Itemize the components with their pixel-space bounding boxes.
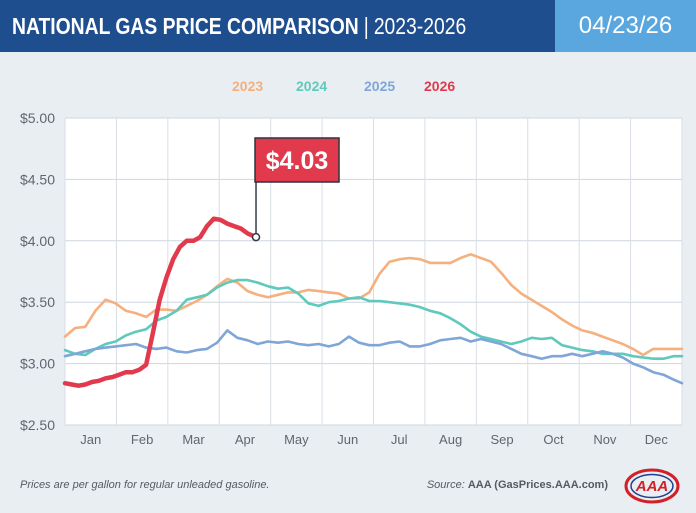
legend-entry: 2026: [424, 78, 455, 94]
title-years: 2023-2026: [373, 13, 467, 39]
x-tick-label: Jul: [391, 432, 408, 447]
footnote: Prices are per gallon for regular unlead…: [20, 479, 270, 491]
legend-entry: 2025: [364, 78, 395, 94]
y-tick-label: $5.00: [20, 110, 55, 126]
x-tick-label: Dec: [645, 432, 669, 447]
y-tick-label: $3.00: [20, 356, 55, 372]
aaa-logo: AAA: [624, 468, 680, 504]
y-tick-label: $2.50: [20, 417, 55, 433]
x-tick-label: Oct: [543, 432, 564, 447]
y-axis: $5.00 $4.50 $4.00 $3.50 $3.00 $2.50: [20, 110, 55, 433]
page-title: NATIONAL GAS PRICE COMPARISON | 2023-2026: [12, 8, 466, 44]
header-bar: NATIONAL GAS PRICE COMPARISON | 2023-2026 …: [0, 0, 696, 52]
series-line: [62, 216, 259, 388]
aaa-logo-inner-ring: [630, 473, 674, 499]
x-tick-label: Aug: [439, 432, 462, 447]
grid-lines: [64, 117, 683, 426]
source-prefix: Source:: [426, 479, 468, 491]
price-callout: $4.03: [251, 137, 340, 242]
legend: 2023 2024 2025 2026: [232, 78, 455, 94]
callout-point: [251, 232, 261, 242]
series-lines: [62, 216, 684, 388]
x-tick-label: Feb: [131, 432, 153, 447]
gas-price-chart: $5.00 $4.50 $4.00 $3.50 $3.00 $2.50 Jan Feb Mar…: [20, 78, 684, 447]
x-tick-label: May: [284, 432, 309, 447]
x-tick-label: Sep: [490, 432, 513, 447]
series-line: [63, 329, 684, 385]
y-tick-label: $4.00: [20, 233, 55, 249]
y-tick-label: $3.50: [20, 294, 55, 310]
page-title-text: NATIONAL GAS PRICE COMPARISON: [12, 13, 359, 39]
x-tick-label: Nov: [593, 432, 617, 447]
callout-box: [254, 137, 340, 183]
x-tick-label: Apr: [235, 432, 256, 447]
title-divider: |: [363, 13, 369, 39]
source-name: AAA (GasPrices.AAA.com): [467, 479, 608, 491]
legend-entry: 2024: [296, 78, 327, 94]
callout-label: $4.03: [266, 147, 329, 175]
date-badge: 04/23/26: [555, 0, 696, 52]
y-tick-label: $4.50: [20, 171, 55, 187]
aaa-logo-outer-ring: [624, 468, 680, 504]
series-line: [63, 253, 684, 357]
series-line: [63, 278, 684, 360]
x-axis: Jan Feb Mar Apr May Jun Jul Aug Sep Oct Nov Dec: [80, 432, 668, 447]
x-tick-label: Jan: [80, 432, 101, 447]
aaa-logo-text: AAA: [635, 478, 669, 495]
source-note: Source: AAA (GasPrices.AAA.com): [427, 479, 608, 491]
x-tick-label: Jun: [337, 432, 358, 447]
legend-entry: 2023: [232, 78, 263, 94]
x-tick-label: Mar: [182, 432, 205, 447]
